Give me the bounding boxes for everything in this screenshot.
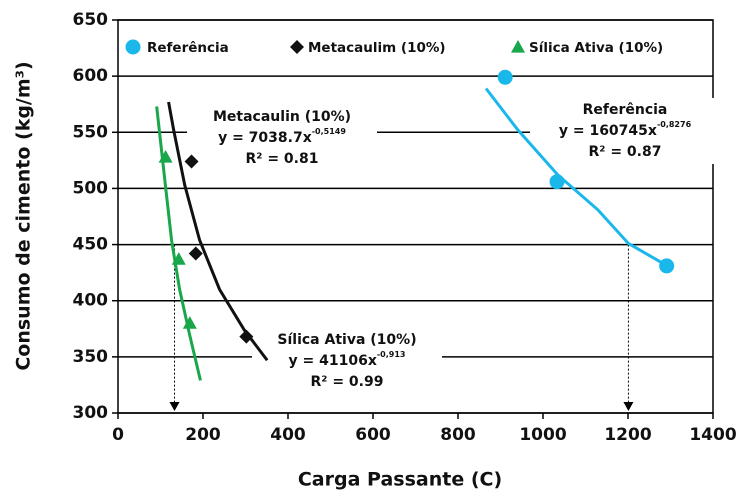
trendline [167,101,269,362]
annotation-equation: y = 41106x-0,913 [289,350,406,370]
annotation-title: Referência [583,102,668,118]
arrow-head [169,402,180,411]
equation-text: y = 7038.7x [218,130,312,146]
annotation-title: Metacaulin (10%) [213,109,351,125]
x-tick-label: 1200 [604,425,651,445]
annotation-r2: R² = 0.81 [246,151,319,167]
marker [184,154,199,169]
y-tick-label: 550 [73,122,109,142]
equation-text: y = 41106x [289,353,377,369]
x-tick-label: 400 [270,425,306,445]
equation-exponent: -0,913 [377,350,406,359]
legend-label: Referência [147,40,229,56]
legend-marker [511,40,525,53]
arrow-head [623,402,634,411]
annotation-r2: R² = 0.99 [311,374,384,390]
y-tick-label: 400 [73,291,109,311]
y-tick-label: 650 [73,10,109,30]
x-tick-label: 1400 [689,425,736,445]
marker [549,174,565,190]
annotation-equation: y = 160745x-0,8276 [559,120,692,140]
equation-exponent: -0,5149 [312,127,347,136]
legend-marker [125,39,141,55]
trendline [484,87,667,267]
annotation-equation: y = 7038.7x-0,5149 [218,127,346,147]
annotation-title: Sílica Ativa (10%) [277,332,416,348]
marker [659,258,675,274]
marker [188,246,203,261]
x-tick-label: 1000 [519,425,566,445]
x-tick-label: 0 [112,425,124,445]
y-tick-label: 450 [73,235,109,255]
marker [497,69,513,85]
y-tick-label: 350 [73,347,109,367]
legend-label: Sílica Ativa (10%) [529,40,663,56]
marker [171,252,186,265]
marker [239,329,254,344]
y-tick-label: 500 [73,178,109,198]
trendline [155,106,202,381]
marker [158,149,173,163]
annotation-box [252,328,442,394]
equation-exponent: -0,8276 [657,120,692,129]
plot-frame [117,19,714,414]
x-tick-label: 200 [185,425,221,445]
legend-label: Metacaulim (10%) [308,40,446,56]
annotation-box [187,105,377,171]
x-tick-label: 600 [355,425,391,445]
y-axis-title: Consumo de cimento (kg/m³) [13,61,35,370]
annotation-box [530,98,720,164]
y-tick-label: 300 [73,403,109,423]
annotation-r2: R² = 0.87 [589,144,662,160]
x-tick-label: 800 [440,425,476,445]
marker [182,316,197,329]
legend-marker [290,40,304,54]
x-axis-title: Carga Passante (C) [298,469,502,491]
y-tick-label: 600 [73,66,109,86]
equation-text: y = 160745x [559,123,657,139]
